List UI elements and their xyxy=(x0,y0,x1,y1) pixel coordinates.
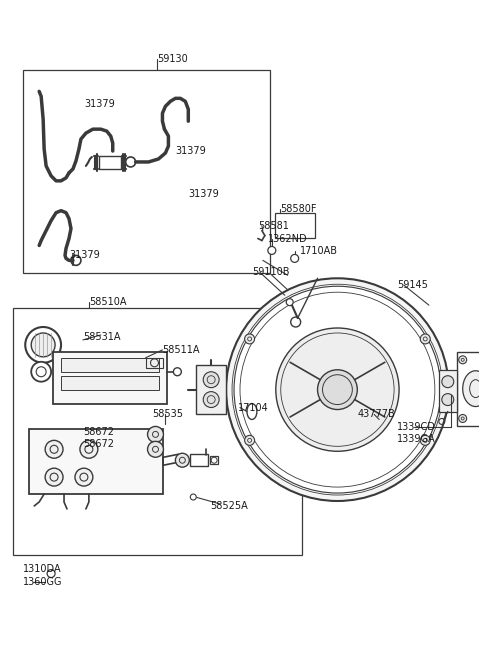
Bar xyxy=(61,376,159,390)
Text: 58510A: 58510A xyxy=(89,297,126,307)
Text: 17104: 17104 xyxy=(238,403,269,413)
Text: 58525A: 58525A xyxy=(210,501,248,511)
Text: 31379: 31379 xyxy=(175,146,206,156)
Text: 1360GG: 1360GG xyxy=(23,576,63,586)
Text: 1710AB: 1710AB xyxy=(300,246,337,257)
Circle shape xyxy=(442,394,454,405)
Circle shape xyxy=(203,372,219,388)
Text: 58531A: 58531A xyxy=(83,332,120,342)
Bar xyxy=(196,365,226,415)
Text: 31379: 31379 xyxy=(84,100,115,109)
Circle shape xyxy=(291,254,299,263)
Circle shape xyxy=(459,356,467,364)
Circle shape xyxy=(420,334,430,344)
Bar xyxy=(275,213,314,238)
Text: 1310DA: 1310DA xyxy=(23,563,62,574)
Text: 1339GA: 1339GA xyxy=(397,434,436,444)
Text: 58511A: 58511A xyxy=(162,345,200,355)
Circle shape xyxy=(190,494,196,500)
Circle shape xyxy=(420,436,430,445)
Circle shape xyxy=(276,328,399,451)
Text: 31379: 31379 xyxy=(188,189,219,198)
Circle shape xyxy=(47,570,55,578)
Text: 58672: 58672 xyxy=(83,428,114,438)
Circle shape xyxy=(31,362,51,382)
Circle shape xyxy=(147,426,164,442)
Ellipse shape xyxy=(247,403,257,419)
Circle shape xyxy=(459,415,467,422)
Text: 58672: 58672 xyxy=(83,440,114,449)
Circle shape xyxy=(173,367,181,376)
Text: 59110B: 59110B xyxy=(252,267,289,277)
Text: 43777B: 43777B xyxy=(357,409,395,419)
Bar xyxy=(61,358,159,372)
Text: 58535: 58535 xyxy=(153,409,183,419)
Circle shape xyxy=(226,278,449,501)
Bar xyxy=(190,455,208,466)
Bar xyxy=(457,352,480,426)
Circle shape xyxy=(31,333,55,357)
Bar xyxy=(99,156,120,169)
Text: 59130: 59130 xyxy=(157,54,188,64)
Bar xyxy=(13,308,301,555)
Circle shape xyxy=(268,246,276,254)
Circle shape xyxy=(75,468,93,486)
Circle shape xyxy=(286,299,293,306)
Circle shape xyxy=(203,392,219,407)
Bar xyxy=(23,69,270,273)
Circle shape xyxy=(175,453,189,467)
Text: 58581: 58581 xyxy=(258,221,289,231)
Circle shape xyxy=(318,370,357,409)
Bar xyxy=(29,430,164,494)
Circle shape xyxy=(45,440,63,458)
Circle shape xyxy=(147,441,164,457)
Circle shape xyxy=(80,440,98,458)
Bar xyxy=(145,358,164,367)
Circle shape xyxy=(45,468,63,486)
Circle shape xyxy=(245,436,254,445)
Text: 58580F: 58580F xyxy=(280,204,316,214)
Circle shape xyxy=(442,376,454,388)
Text: 31379: 31379 xyxy=(69,250,100,261)
Circle shape xyxy=(245,334,254,344)
Text: 59145: 59145 xyxy=(397,280,428,290)
Ellipse shape xyxy=(463,371,480,407)
Circle shape xyxy=(25,327,61,363)
Bar xyxy=(53,352,168,403)
Bar xyxy=(439,370,457,411)
Bar xyxy=(210,457,218,464)
Text: 1362ND: 1362ND xyxy=(268,234,308,244)
Circle shape xyxy=(234,286,441,493)
Text: 1339CD: 1339CD xyxy=(397,422,436,432)
